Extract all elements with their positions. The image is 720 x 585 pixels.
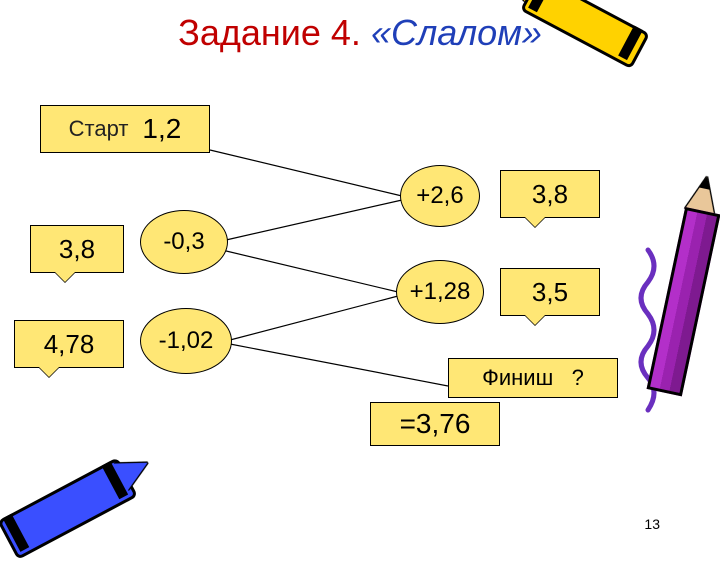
start-label: Старт bbox=[69, 116, 129, 142]
blue-crayon-icon bbox=[0, 435, 159, 585]
start-value: 1,2 bbox=[142, 113, 181, 145]
op-plus-2-6: +2,6 bbox=[400, 165, 480, 227]
final-result-box: =3,76 bbox=[370, 402, 500, 446]
result-4-78: 4,78 bbox=[14, 320, 124, 368]
finish-box: Финиш ? bbox=[448, 358, 618, 398]
op-plus-1-28: +1,28 bbox=[396, 260, 484, 324]
result-3-8-right: 3,8 bbox=[500, 170, 600, 218]
finish-label: Финиш bbox=[482, 365, 553, 391]
title-part1: Задание 4. bbox=[178, 12, 361, 53]
page-number: 13 bbox=[644, 516, 660, 532]
op-minus-1-02: -1,02 bbox=[140, 308, 232, 374]
result-3-8-left: 3,8 bbox=[30, 225, 124, 273]
start-box: Старт 1,2 bbox=[40, 105, 210, 153]
result-3-5: 3,5 bbox=[500, 268, 600, 316]
purple-pencil-icon bbox=[634, 167, 720, 434]
finish-value: ? bbox=[572, 365, 584, 391]
op-minus-0-3: -0,3 bbox=[140, 210, 228, 274]
